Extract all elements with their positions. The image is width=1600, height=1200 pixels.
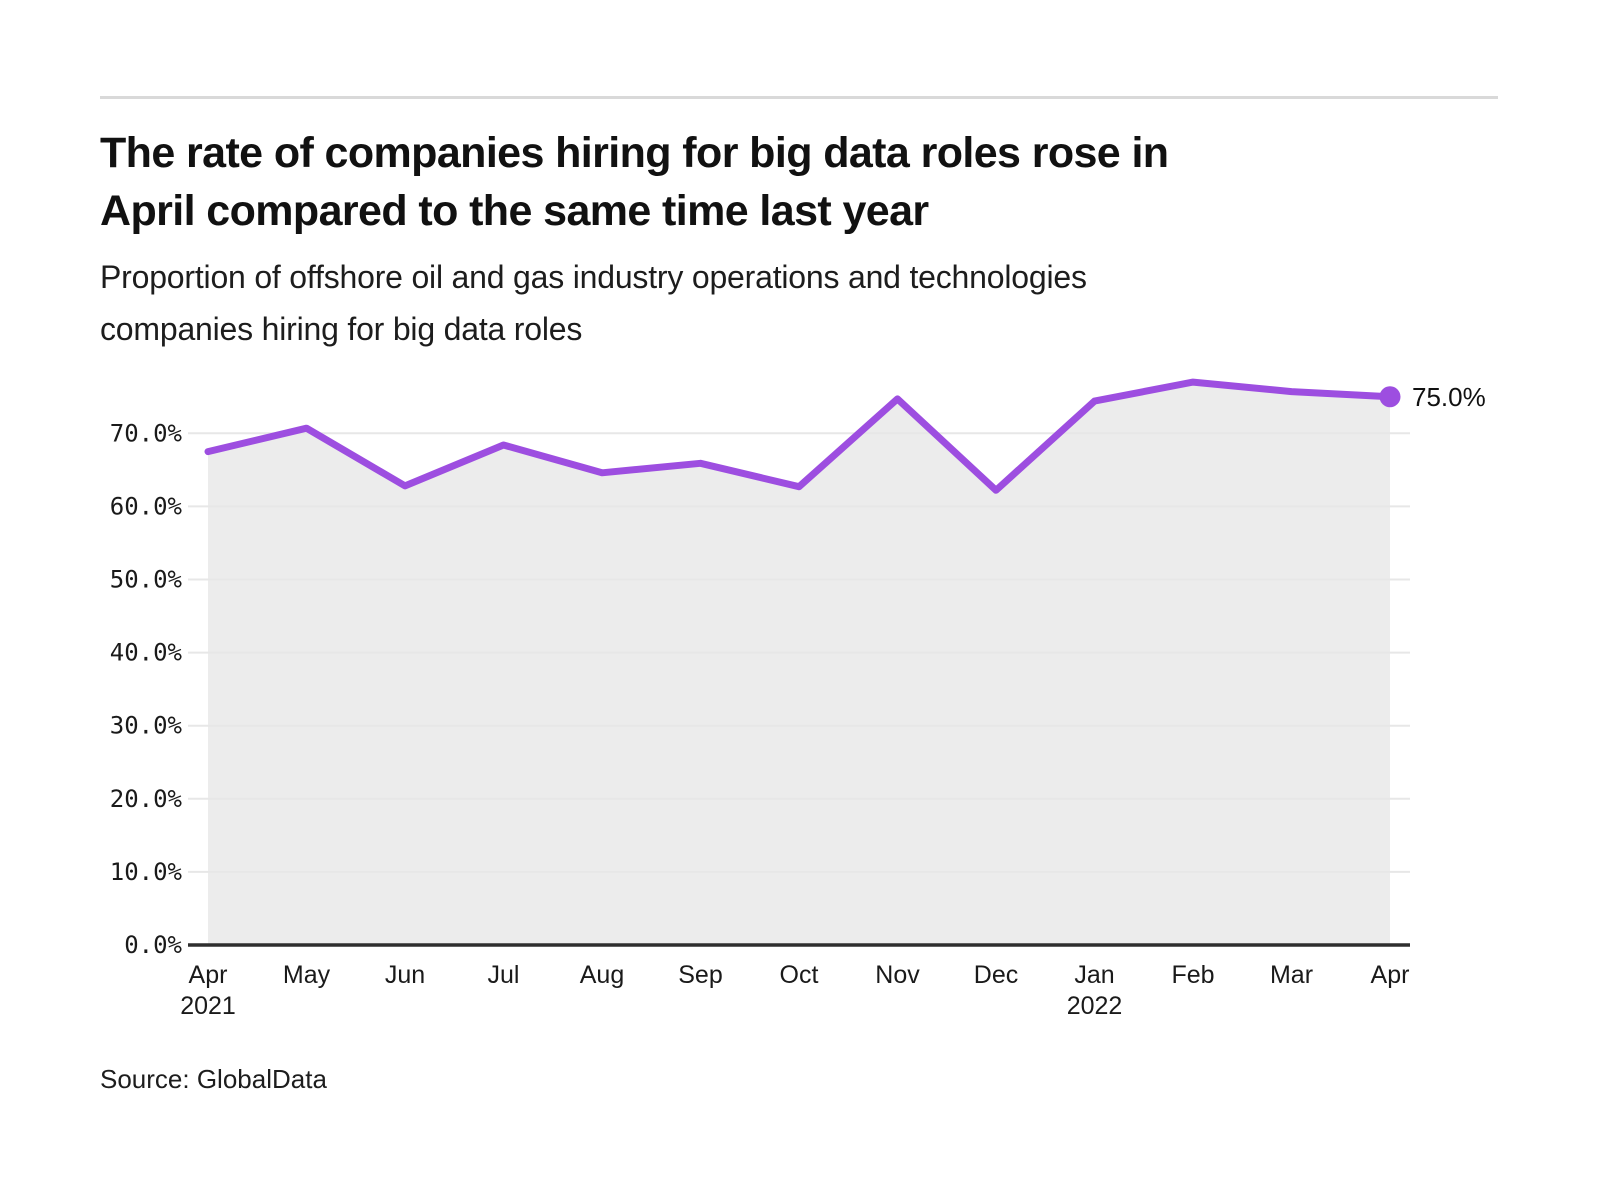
x-tick-label: Nov [875,961,920,989]
x-tick-label: Jun [385,961,425,989]
page-title-line-1: The rate of companies hiring for big dat… [100,129,1169,177]
chart-subtitle-line-2: companies hiring for big data roles [100,311,583,347]
x-tick-label: Jul [488,961,520,989]
series-area [208,382,1390,946]
y-tick-label: 20.0% [110,785,183,813]
x-tick-label: Dec [974,961,1018,989]
x-tick-label: Apr [189,961,228,989]
y-tick-label: 0.0% [124,931,182,959]
x-year-label: 2021 [180,992,236,1020]
y-tick-label: 50.0% [110,566,183,594]
x-tick-label: Sep [678,961,722,989]
end-point-dot [1379,386,1401,408]
page-title: The rate of companies hiring for big dat… [100,124,1169,240]
y-tick-label: 10.0% [110,858,183,886]
series-line [204,378,1394,494]
x-tick-label: Apr [1371,961,1410,989]
x-tick-label: Feb [1171,961,1214,989]
x-tick-label: Mar [1270,961,1313,989]
y-tick-label: 70.0% [110,419,183,447]
x-tick-label: Jan [1074,961,1114,989]
source-note: Source: GlobalData [100,1064,327,1094]
chart-subtitle: Proportion of offshore oil and gas indus… [100,251,1087,355]
y-tick-label: 60.0% [110,492,183,520]
top-divider [100,96,1498,99]
x-tick-label: May [283,961,331,989]
y-tick-label: 30.0% [110,712,183,740]
y-tick-label: 40.0% [110,639,183,667]
page-title-line-2: April compared to the same time last yea… [100,187,929,235]
x-tick-label: Oct [780,961,819,989]
x-tick-label: Aug [580,961,624,989]
end-point-label: 75.0% [1412,382,1486,412]
chart-subtitle-line-1: Proportion of offshore oil and gas indus… [100,259,1087,295]
x-year-label: 2022 [1067,992,1123,1020]
